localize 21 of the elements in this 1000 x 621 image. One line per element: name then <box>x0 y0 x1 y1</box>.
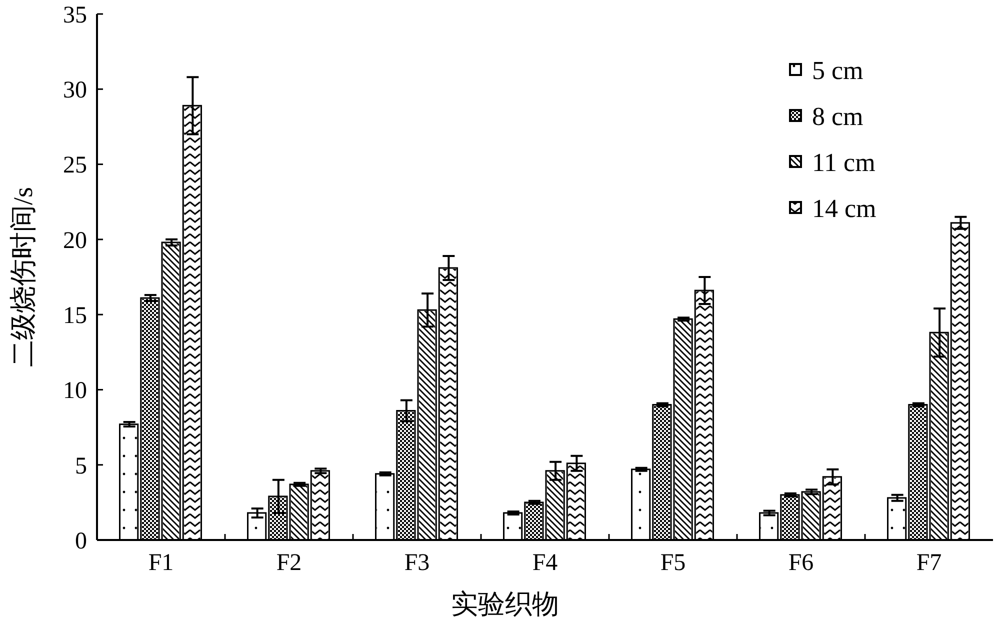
y-tick-label: 5 <box>75 453 87 480</box>
legend-label: 5 cm <box>812 56 864 86</box>
y-tick-label: 10 <box>63 378 87 404</box>
x-tick-label: F4 <box>532 550 558 576</box>
y-tick-label: 20 <box>63 228 87 254</box>
y-tick-label: 30 <box>63 78 87 104</box>
x-tick-label: F6 <box>788 550 814 576</box>
x-tick-label: F2 <box>276 550 302 576</box>
x-axis-title: 实验织物 <box>451 589 559 619</box>
x-tick-label: F7 <box>916 550 942 576</box>
x-tick-label: F3 <box>404 550 430 576</box>
y-tick-label: 15 <box>63 302 87 329</box>
y-axis-title: 二级烧伤时间/s <box>8 186 38 368</box>
y-tick-label: 0 <box>75 528 87 554</box>
x-tick-label: F1 <box>148 550 174 576</box>
y-tick-label: 35 <box>63 2 87 28</box>
legend-label: 14 cm <box>812 194 876 224</box>
y-tick-label: 25 <box>63 152 87 179</box>
legend-label: 11 cm <box>812 148 876 178</box>
legend-label: 8 cm <box>812 102 864 132</box>
x-tick-label: F5 <box>660 550 686 576</box>
